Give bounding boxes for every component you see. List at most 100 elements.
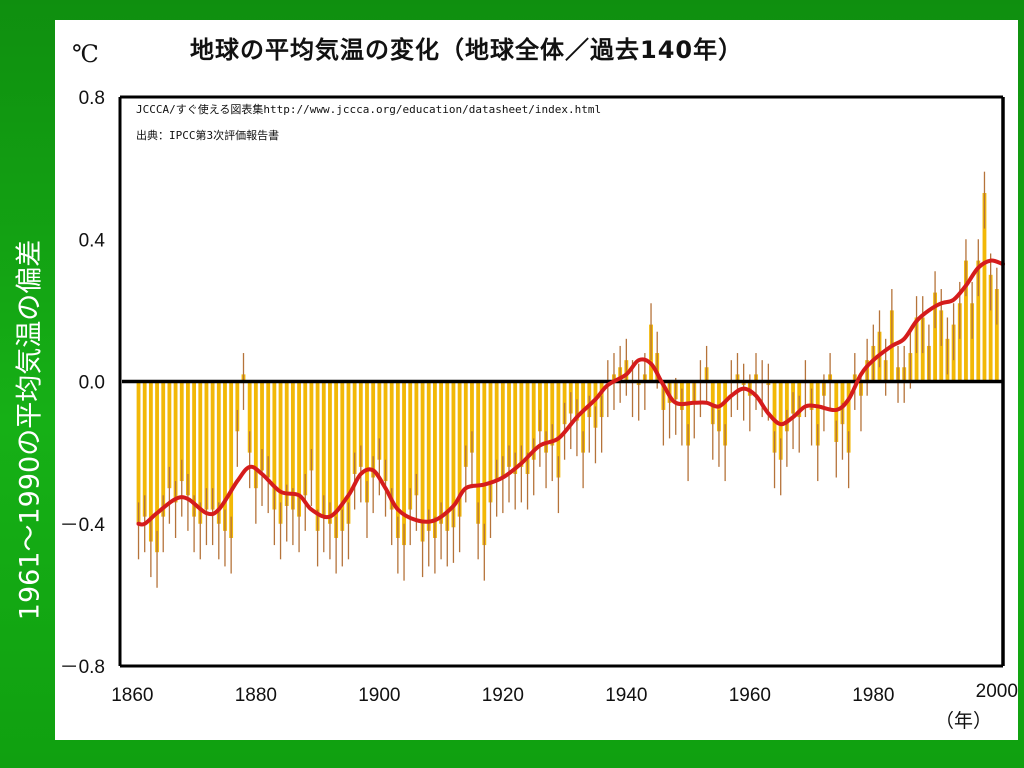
bar-1990 [933, 292, 937, 382]
bar-1908 [426, 381, 431, 531]
bar-1867 [173, 381, 178, 503]
bar-1911 [445, 381, 450, 531]
bar-1966 [784, 381, 789, 432]
bar-1895 [346, 381, 351, 524]
y-tick-label: 0.0 [79, 373, 105, 394]
bar-1900 [377, 381, 382, 460]
bar-1871 [198, 381, 203, 524]
source-citation-note: 出典：IPCC第3次評価報告書 [136, 128, 279, 142]
bar-1861 [136, 381, 141, 524]
bar-1872 [204, 381, 209, 510]
y-tick-labels: 0.8 0.4 0.0 －0.4 －0.8 [60, 88, 106, 678]
bar-1913 [457, 381, 462, 517]
bar-1999 [988, 274, 993, 382]
bar-1965 [778, 381, 783, 460]
bar-1881 [260, 381, 264, 471]
bar-1898 [365, 381, 369, 503]
x-tick-label: 1860 [111, 685, 153, 706]
x-tick-label: 1880 [235, 685, 277, 706]
bar-1935 [593, 381, 598, 428]
bar-1914 [463, 381, 468, 467]
y-tick-label: －0.4 [60, 515, 106, 536]
bar-1883 [272, 381, 277, 510]
bar-1864 [155, 381, 159, 553]
bar-1922 [513, 381, 518, 474]
x-tick-label: 1900 [358, 685, 400, 706]
bar-1875 [223, 381, 227, 531]
bar-1997 [976, 260, 981, 382]
bar-1909 [433, 381, 437, 538]
source-url-note: JCCCA/すぐ使える図表集http://www.jccca.org/educa… [136, 102, 601, 116]
bar-1927 [544, 381, 548, 453]
bar-1888 [303, 381, 308, 496]
bar-1892 [328, 381, 332, 524]
bar-1924 [525, 381, 530, 474]
x-unit-label: （年） [935, 710, 993, 732]
bar-1907 [420, 381, 425, 542]
bar-1887 [297, 381, 301, 517]
bar-1905 [408, 381, 413, 510]
bar-1904 [402, 381, 406, 546]
bar-1919 [494, 381, 499, 482]
bar-1876 [229, 381, 234, 538]
smoothed-line-group [136, 258, 1005, 527]
bar-1950 [686, 381, 690, 446]
bar-1873 [210, 381, 215, 510]
bar-1920 [500, 381, 505, 478]
bar-1929 [556, 381, 561, 478]
y-tick-label: 0.8 [79, 88, 105, 109]
bar-1899 [371, 381, 376, 478]
smoothed-line [136, 258, 1005, 527]
y-tick-label: 0.4 [79, 230, 106, 251]
bar-1896 [352, 381, 357, 474]
source-notes: JCCCA/すぐ使える図表集http://www.jccca.org/educa… [136, 102, 601, 142]
bar-1996 [970, 303, 975, 382]
bar-1910 [439, 381, 444, 524]
bar-1902 [389, 381, 394, 510]
bar-1882 [266, 381, 271, 478]
bar-1995 [964, 260, 968, 382]
bar-1866 [167, 381, 172, 489]
bar-1862 [142, 381, 147, 517]
bar-1933 [581, 381, 586, 453]
x-tick-label: 1920 [482, 685, 524, 706]
bar-1870 [192, 381, 197, 517]
plot-frame-group [118, 95, 1005, 668]
bar-1956 [723, 381, 728, 446]
bar-1879 [247, 381, 252, 453]
bar-1891 [321, 381, 326, 517]
bar-1921 [507, 381, 511, 467]
x-tick-labels: 1860 1880 1900 1920 1940 1960 1980 2000 [111, 681, 1018, 706]
bar-1880 [253, 381, 258, 489]
bar-1868 [179, 381, 184, 482]
bar-1897 [358, 381, 363, 467]
bar-1869 [186, 381, 190, 496]
chart-title: 地球の平均気温の変化（地球全体／過去140年） [190, 36, 744, 64]
bar-1893 [334, 381, 339, 538]
bar-1874 [216, 381, 221, 524]
bar-1923 [519, 381, 524, 467]
bar-1890 [315, 381, 320, 531]
bar-1928 [550, 381, 555, 446]
bar-1917 [482, 381, 487, 546]
bar-1885 [284, 381, 289, 506]
bar-1994 [957, 303, 962, 382]
bar-1863 [148, 381, 153, 542]
bar-2000 [994, 289, 999, 382]
bar-1877 [235, 381, 240, 432]
bar-1906 [414, 381, 419, 496]
bar-1976 [846, 381, 851, 453]
bar-1865 [161, 381, 166, 517]
bar-1894 [340, 381, 345, 531]
bar-1912 [451, 381, 456, 528]
bar-1964 [772, 381, 777, 453]
bar-1886 [290, 381, 295, 510]
bar-1916 [476, 381, 481, 524]
bar-1918 [488, 381, 493, 503]
bar-1901 [383, 381, 388, 482]
bar-1903 [395, 381, 400, 538]
bar-1915 [470, 381, 474, 453]
bar-1971 [815, 381, 820, 446]
y-tick-label: －0.8 [60, 657, 105, 678]
bar-1926 [537, 381, 542, 432]
